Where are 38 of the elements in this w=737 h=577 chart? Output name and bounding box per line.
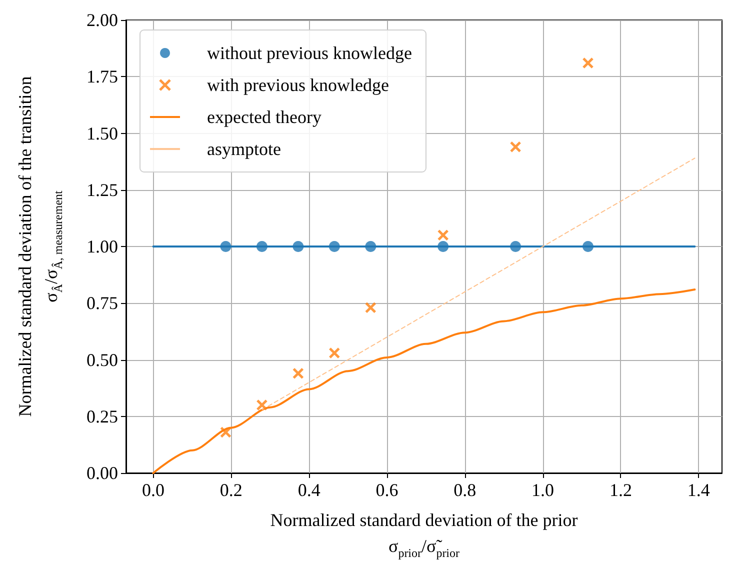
y-tick-label: 0.50 (86, 350, 118, 370)
y-tick-label: 0.75 (86, 293, 118, 314)
y-tick-label: 0.25 (86, 406, 118, 426)
point (437, 229, 449, 241)
x-tick-label: 1.0 (532, 480, 554, 500)
x-tick-label: 0.4 (298, 480, 320, 500)
point (510, 141, 522, 153)
point (292, 368, 304, 380)
line-series (152, 288, 696, 474)
point (220, 241, 232, 252)
point (582, 57, 594, 69)
legend-label: without previous knowledge (207, 43, 412, 63)
x-tick-label: 0.6 (376, 480, 398, 500)
point (365, 241, 376, 252)
x-tick-label: 1.2 (609, 480, 632, 500)
point (256, 399, 268, 411)
y-tick-label: 1.25 (86, 180, 118, 200)
x-tick-label: 1.4 (687, 480, 710, 500)
point (256, 241, 268, 252)
y-tick-label: 1.00 (86, 236, 118, 256)
y-tick-label: 0.00 (86, 463, 118, 483)
point (328, 347, 340, 359)
legend-label: with previous knowledge (207, 75, 389, 95)
point (292, 241, 304, 252)
y-tick-label: 2.00 (86, 10, 118, 30)
y-tick-label: 1.75 (86, 66, 118, 87)
x-tick-label: 0.2 (220, 480, 242, 500)
point (582, 241, 594, 252)
point (220, 426, 232, 438)
x-tick-label: 0.8 (454, 480, 476, 500)
legend-label: expected theory (207, 107, 322, 127)
y-tick-label: 1.50 (86, 123, 118, 144)
point (510, 241, 522, 252)
point (328, 241, 340, 252)
legend-label: asymptote (207, 139, 281, 159)
point (364, 302, 376, 314)
point (438, 241, 449, 252)
x-tick-label: 0.0 (142, 480, 165, 500)
